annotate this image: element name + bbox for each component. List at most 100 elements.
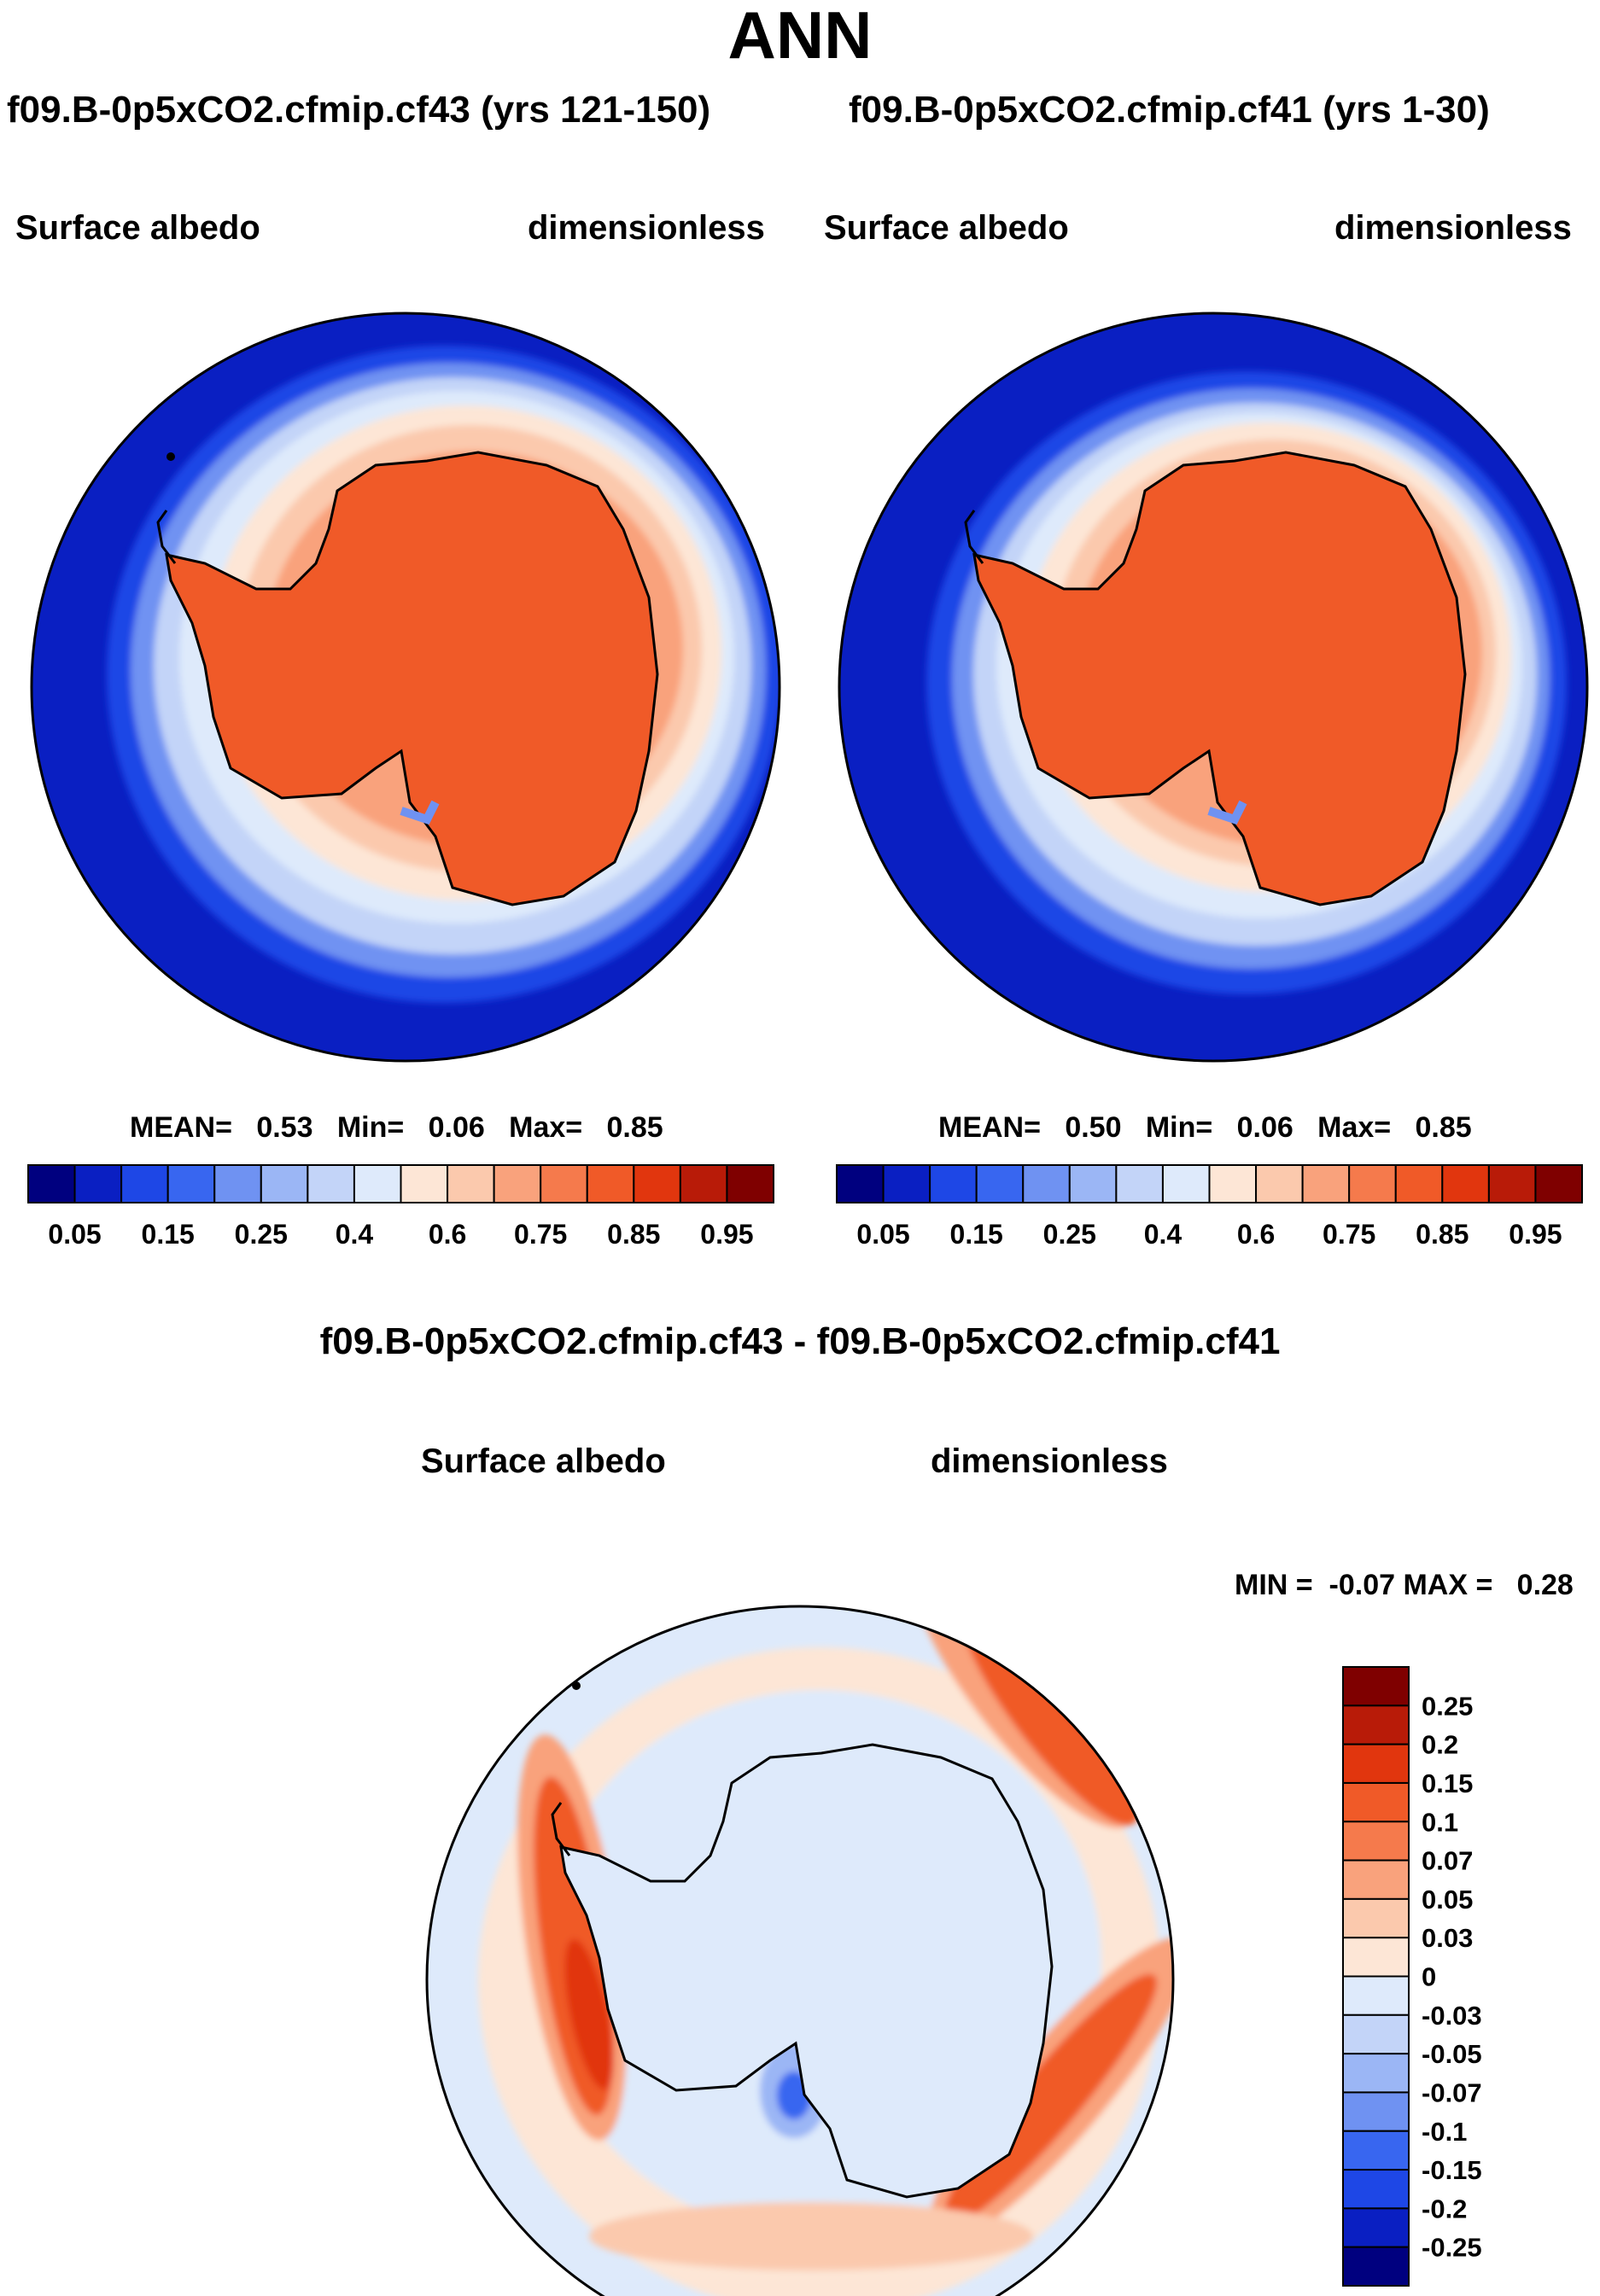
left-case-title: f09.B-0p5xCO2.cfmip.cf43 (yrs 121-150) <box>7 89 711 131</box>
diff-colorbar-swatch-15 <box>1342 2246 1410 2287</box>
diff-antarctica-landmass <box>559 1743 1054 2199</box>
diff-colorbar-swatch-13 <box>1342 2169 1410 2210</box>
left-colorbar-swatch-8 <box>400 1164 449 1203</box>
right-colorbar-tick-label: 0.75 <box>1323 1219 1375 1250</box>
left-colorbar-swatch-13 <box>633 1164 681 1203</box>
right-colorbar-swatch-15 <box>1534 1164 1583 1203</box>
right-max-label: Max= <box>1317 1111 1392 1144</box>
right-variable-label: Surface albedo <box>824 209 1069 247</box>
diff-colorbar-tick-label: 0.1 <box>1422 1807 1458 1837</box>
diff-polar-map <box>427 1606 1173 2296</box>
left-antarctica-landmass <box>165 451 659 906</box>
diff-colorbar-swatch-14 <box>1342 2207 1410 2248</box>
left-units-label: dimensionless <box>528 209 765 247</box>
right-colorbar-swatch-2 <box>929 1164 978 1203</box>
left-colorbar-swatch-7 <box>353 1164 402 1203</box>
right-colorbar-swatch-6 <box>1115 1164 1164 1203</box>
left-colorbar-tick-label: 0.85 <box>607 1219 660 1250</box>
left-variable-label: Surface albedo <box>15 209 260 247</box>
right-max-value: 0.85 <box>1415 1111 1472 1144</box>
left-colorbar-swatch-15 <box>726 1164 774 1203</box>
right-mean-value: 0.50 <box>1065 1111 1122 1144</box>
left-colorbar-swatch-3 <box>166 1164 216 1203</box>
right-colorbar-swatch-11 <box>1348 1164 1397 1203</box>
right-colorbar-swatch-3 <box>975 1164 1025 1203</box>
right-colorbar-tick-label: 0.85 <box>1416 1219 1469 1250</box>
right-antarctica-landmass <box>972 451 1467 906</box>
diff-colorbar-swatch-9 <box>1342 2013 1410 2055</box>
diff-colorbar-swatch-12 <box>1342 2130 1410 2171</box>
diff-colorbar-tick-label: 0 <box>1422 1962 1436 1992</box>
right-stats: MEAN= 0.50 Min= 0.06 Max= 0.85 <box>938 1111 1472 1145</box>
left-min-value: 0.06 <box>428 1111 485 1144</box>
diff-colorbar-tick-label: 0.05 <box>1422 1885 1473 1914</box>
left-colorbar-swatch-9 <box>447 1164 495 1203</box>
diff-colorbar-tick-label: -0.1 <box>1422 2117 1467 2147</box>
right-colorbar-swatch-8 <box>1208 1164 1258 1203</box>
diff-colorbar: 0.25 0.2 0.15 0.1 0.07 0.05 0.03 0 -0.03 -0.05 -0.… <box>1342 1666 1482 2287</box>
diff-colorbar-swatch-3 <box>1342 1781 1410 1823</box>
right-colorbar-swatch-9 <box>1255 1164 1304 1203</box>
diff-colorbar-tick-label: 0.15 <box>1422 1769 1473 1798</box>
right-colorbar-swatch-4 <box>1022 1164 1071 1203</box>
left-colorbar-tick-label: 0.95 <box>700 1219 753 1250</box>
diff-colorbar-tick-label: 0.2 <box>1422 1730 1458 1760</box>
diff-colorbar-swatch-11 <box>1342 2091 1410 2132</box>
diff-units-label: dimensionless <box>931 1442 1168 1480</box>
left-colorbar-tick-label: 0.75 <box>514 1219 567 1250</box>
right-colorbar-tick-label: 0.4 <box>1144 1219 1182 1250</box>
left-stats: MEAN= 0.53 Min= 0.06 Max= 0.85 <box>130 1111 663 1145</box>
left-polar-map <box>32 313 780 1061</box>
diff-case-title: f09.B-0p5xCO2.cfmip.cf43 - f09.B-0p5xCO2… <box>319 1320 1281 1362</box>
right-colorbar-tick-label: 0.05 <box>856 1219 909 1250</box>
right-colorbar-swatch-12 <box>1394 1164 1444 1203</box>
diff-minmax-stats: MIN = -0.07 MAX = 0.28 <box>1235 1569 1574 1601</box>
diff-colorbar-tick-label: 0.07 <box>1422 1846 1473 1876</box>
right-min-label: Min= <box>1145 1111 1213 1144</box>
diff-colorbar-tick-label: -0.05 <box>1422 2039 1482 2069</box>
diff-colorbar-swatch-7 <box>1342 1937 1410 1978</box>
diff-map-border <box>425 1605 1175 2296</box>
diff-colorbar-swatch-4 <box>1342 1821 1410 1862</box>
diff-colorbar-swatch-6 <box>1342 1897 1410 1939</box>
left-colorbar-tick-label: 0.4 <box>336 1219 374 1250</box>
diff-colorbar-swatch-2 <box>1342 1743 1410 1784</box>
left-colorbar-swatch-10 <box>493 1164 542 1203</box>
right-case-title: f09.B-0p5xCO2.cfmip.cf41 (yrs 1-30) <box>849 89 1490 131</box>
right-polar-map <box>839 313 1587 1061</box>
left-colorbar-tick-label: 0.05 <box>48 1219 101 1250</box>
diff-colorbar-tick-label: -0.07 <box>1422 2077 1482 2107</box>
left-colorbar-tick-label: 0.6 <box>429 1219 466 1250</box>
left-colorbar: 0.05 0.15 0.25 0.4 0.6 0.75 0.85 0.95 <box>27 1164 774 1250</box>
left-colorbar-swatch-14 <box>679 1164 728 1203</box>
right-colorbar-tick-label: 0.25 <box>1043 1219 1096 1250</box>
diff-colorbar-swatch-0 <box>1342 1666 1410 1707</box>
right-min-value: 0.06 <box>1236 1111 1293 1144</box>
left-colorbar-swatch-4 <box>213 1164 262 1203</box>
diff-colorbar-swatch-5 <box>1342 1859 1410 1900</box>
diff-colorbar-tick-label: -0.15 <box>1422 2155 1482 2185</box>
right-colorbar-tick-label: 0.95 <box>1509 1219 1562 1250</box>
left-max-label: Max= <box>509 1111 583 1144</box>
left-colorbar-swatch-6 <box>307 1164 355 1203</box>
left-colorbar-swatch-5 <box>260 1164 309 1203</box>
left-map-border <box>30 312 781 1063</box>
right-mean-label: MEAN= <box>938 1111 1041 1144</box>
diff-colorbar-tick-label: 0.03 <box>1422 1923 1473 1953</box>
right-units-label: dimensionless <box>1334 209 1572 247</box>
diff-colorbar-tick-label: -0.25 <box>1422 2233 1482 2263</box>
left-max-value: 0.85 <box>606 1111 663 1144</box>
left-mean-value: 0.53 <box>256 1111 313 1144</box>
left-mean-label: MEAN= <box>130 1111 232 1144</box>
diff-colorbar-tick-label: 0.25 <box>1422 1691 1473 1721</box>
right-colorbar-tick-label: 0.6 <box>1237 1219 1275 1250</box>
right-colorbar-swatch-7 <box>1161 1164 1211 1203</box>
right-colorbar-swatch-0 <box>836 1164 885 1203</box>
right-colorbar-swatch-1 <box>882 1164 931 1203</box>
right-colorbar-tick-label: 0.15 <box>950 1219 1003 1250</box>
diff-variable-label: Surface albedo <box>421 1442 666 1480</box>
left-colorbar-swatch-2 <box>120 1164 169 1203</box>
diff-colorbar-swatch-8 <box>1342 1975 1410 2016</box>
diff-colorbar-tick-label: -0.2 <box>1422 2194 1467 2223</box>
